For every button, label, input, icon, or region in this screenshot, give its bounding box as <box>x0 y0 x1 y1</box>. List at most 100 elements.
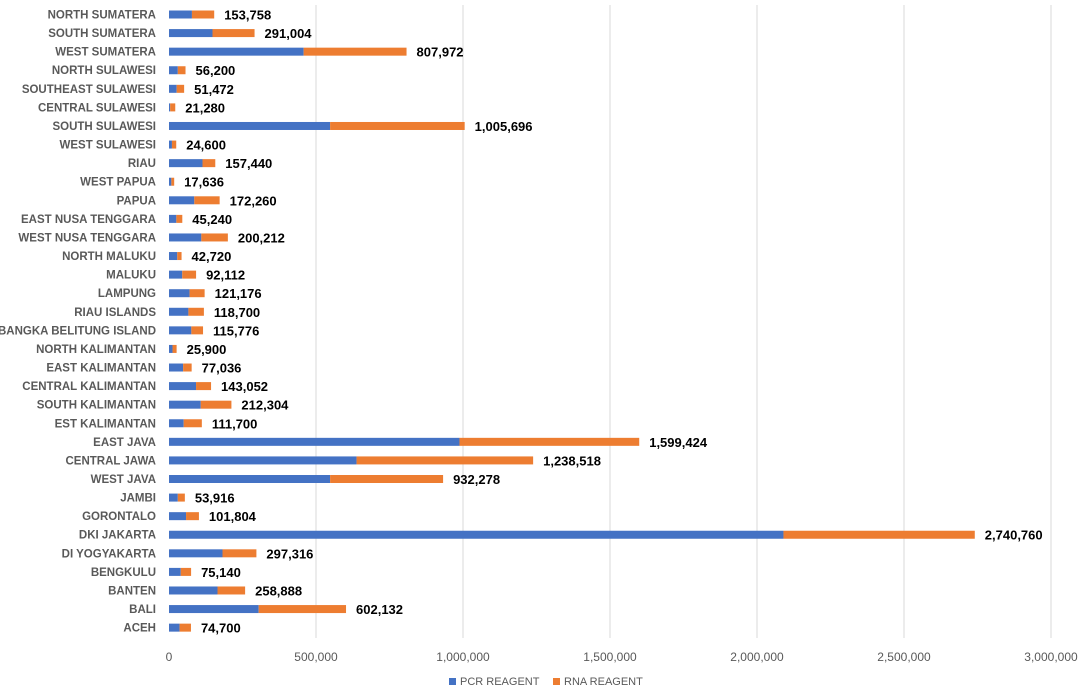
bar-pcr <box>169 326 192 335</box>
data-label: 115,776 <box>213 323 259 338</box>
bar-pcr <box>169 307 189 316</box>
bar-pcr <box>169 66 178 75</box>
data-label: 602,132 <box>356 602 403 617</box>
x-tick-label: 3,000,000 <box>1024 650 1078 664</box>
data-label: 291,004 <box>265 26 313 41</box>
bar-pcr <box>169 121 331 130</box>
category-label: CENTRAL KALIMANTAN <box>22 381 156 393</box>
bar-rna <box>189 289 205 298</box>
x-tick-label: 1,000,000 <box>436 650 490 664</box>
category-label: EAST KALIMANTAN <box>46 363 156 375</box>
data-label: 2,740,760 <box>985 528 1043 543</box>
bar-rna <box>194 196 220 205</box>
data-label: 21,280 <box>185 100 225 115</box>
data-label: 807,972 <box>417 45 464 60</box>
legend: PCR REAGENT RNA REAGENT <box>449 676 643 688</box>
bar-rna <box>258 605 347 614</box>
category-label: SOUTH KALIMANTAN <box>37 400 156 412</box>
data-label: 118,700 <box>214 305 260 320</box>
data-label: 92,112 <box>206 268 245 283</box>
data-label: 42,720 <box>192 249 232 264</box>
bar-rna <box>172 344 177 353</box>
category-label: DI YOGYAKARTA <box>62 548 156 560</box>
legend-label-pcr: PCR REAGENT <box>460 676 540 688</box>
category-label: LAMPUNG <box>98 288 156 300</box>
data-label: 212,304 <box>241 398 289 413</box>
x-tick-label: 500,000 <box>294 650 338 664</box>
bar-rna <box>196 382 212 391</box>
bar-pcr <box>169 84 177 93</box>
bar-pcr <box>169 419 184 428</box>
bar-pcr <box>169 159 203 168</box>
data-label: 200,212 <box>238 230 285 245</box>
bar-rna <box>217 586 246 595</box>
bar-pcr <box>169 252 178 261</box>
category-label: DKI JAKARTA <box>79 530 156 542</box>
data-label: 75,140 <box>201 565 241 580</box>
category-label: WEST NUSA TENGGARA <box>18 232 156 244</box>
category-label: RIAU <box>128 158 156 170</box>
category-label: SOUTH SULAWESI <box>52 121 156 133</box>
bar-pcr <box>169 586 218 595</box>
x-tick-label: 0 <box>166 650 173 664</box>
bar-rna <box>459 437 640 446</box>
bar-pcr <box>169 623 180 632</box>
bar-pcr <box>169 233 202 242</box>
data-label: 25,900 <box>187 342 227 357</box>
bar-rna <box>171 177 175 186</box>
category-label: BANGKA BELITUNG ISLAND <box>0 325 156 337</box>
category-label: PAPUA <box>117 195 156 207</box>
data-label: 53,916 <box>195 491 235 506</box>
bar-rna <box>200 400 232 409</box>
data-label: 172,260 <box>230 193 277 208</box>
bar-pcr <box>169 214 177 223</box>
bar-rna <box>303 47 407 56</box>
bar-rna <box>183 363 192 372</box>
category-label: WEST JAVA <box>91 474 156 486</box>
bar-pcr <box>169 530 784 539</box>
category-label: NORTH SUMATERA <box>48 10 156 22</box>
bar-rna <box>191 10 215 19</box>
category-label: MALUKU <box>106 270 156 282</box>
bar-rna <box>176 214 183 223</box>
bar-rna <box>222 549 257 558</box>
category-label: WEST PAPUA <box>80 177 156 189</box>
data-label: 45,240 <box>192 212 232 227</box>
data-label: 24,600 <box>186 138 226 153</box>
category-label: BANTEN <box>108 585 156 597</box>
bar-rna <box>183 419 202 428</box>
category-label: RIAU ISLANDS <box>74 307 156 319</box>
bar-rna <box>170 103 176 112</box>
data-label: 74,700 <box>201 621 241 636</box>
bar-rna <box>186 512 199 521</box>
bar-rna <box>177 252 182 261</box>
bar-rna <box>188 307 204 316</box>
bar-pcr <box>169 29 213 38</box>
category-label: NORTH KALIMANTAN <box>36 344 156 356</box>
labels: 0 500,000 1,000,000 1,500,000 2,000,000 2,500… <box>0 8 1078 665</box>
data-label: 101,804 <box>209 509 257 524</box>
category-label: ACEH <box>123 623 156 635</box>
bar-pcr <box>169 10 192 19</box>
legend-swatch-pcr <box>449 678 456 685</box>
bar-pcr <box>169 177 172 186</box>
category-label: NORTH MALUKU <box>62 251 156 263</box>
category-label: WEST SUMATERA <box>55 47 156 59</box>
bar-rna <box>171 140 177 149</box>
bar-pcr <box>169 47 304 56</box>
bar-pcr <box>169 196 195 205</box>
category-label: BALI <box>129 604 156 616</box>
data-label: 1,238,518 <box>543 453 601 468</box>
data-label: 51,472 <box>194 82 234 97</box>
data-label: 143,052 <box>221 379 268 394</box>
bar-pcr <box>169 437 460 446</box>
bar-pcr <box>169 103 171 112</box>
bar-pcr <box>169 400 201 409</box>
bar-pcr <box>169 493 178 502</box>
category-label: EAST JAVA <box>93 437 156 449</box>
bar-rna <box>176 84 185 93</box>
bar-rna <box>182 270 197 279</box>
data-label: 157,440 <box>225 156 272 171</box>
x-tick-label: 1,500,000 <box>583 650 637 664</box>
